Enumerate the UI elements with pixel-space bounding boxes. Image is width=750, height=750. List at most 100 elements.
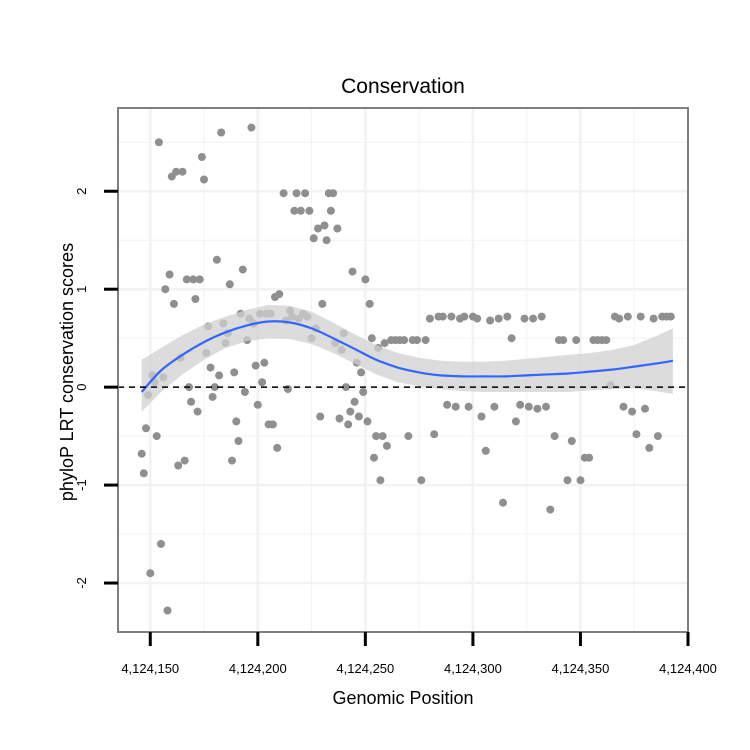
confidence-band [141, 304, 673, 412]
data-point [210, 383, 219, 392]
data-point [516, 400, 525, 409]
data-point [191, 295, 200, 303]
data-point [537, 312, 546, 321]
chart-title: Conservation [341, 75, 465, 98]
data-point [283, 385, 292, 394]
data-point [430, 430, 439, 439]
y-tick-label: -2 [74, 577, 89, 589]
data-point [247, 123, 256, 132]
data-point [563, 476, 572, 485]
data-point [240, 388, 249, 396]
data-point [628, 407, 637, 416]
data-point [413, 336, 421, 345]
data-point [490, 402, 499, 411]
y-tick-label: 1 [74, 286, 89, 293]
data-point [438, 312, 447, 321]
data-point [533, 404, 542, 413]
data-point [309, 234, 318, 243]
data-point [632, 430, 641, 439]
data-point [550, 432, 559, 441]
data-point [370, 453, 378, 462]
data-point [520, 314, 529, 323]
data-point [320, 221, 329, 230]
data-point [421, 336, 430, 345]
data-point [152, 432, 161, 441]
data-point [529, 314, 538, 323]
data-point [180, 456, 189, 465]
data-point [208, 392, 217, 401]
data-point [649, 314, 658, 323]
data-point [316, 412, 325, 421]
data-point [542, 402, 550, 411]
data-point [348, 267, 357, 276]
y-tick-label: 0 [74, 383, 89, 390]
data-point [206, 363, 215, 372]
data-point [260, 358, 269, 367]
y-tick-label: -1 [74, 479, 89, 491]
data-point [524, 402, 533, 411]
data-point [567, 437, 576, 445]
data-point [139, 469, 148, 478]
data-point [451, 402, 460, 411]
data-point [354, 412, 363, 421]
data-point [253, 400, 262, 409]
data-point [615, 314, 624, 323]
data-point [279, 189, 288, 198]
x-axis-title: Genomic Position [332, 688, 473, 708]
x-tick-label: 4,124,400 [659, 661, 717, 676]
data-point [344, 420, 353, 429]
data-point [417, 476, 426, 485]
data-point [200, 175, 208, 184]
data-point [503, 312, 512, 321]
data-point [238, 265, 247, 274]
data-point [178, 167, 187, 176]
x-tick-label: 4,124,150 [121, 661, 179, 676]
data-point [154, 138, 163, 147]
data-point [499, 498, 507, 507]
x-tick-label: 4,124,200 [229, 661, 287, 676]
data-point [273, 443, 282, 452]
data-point [228, 456, 236, 465]
data-point [576, 476, 585, 485]
data-point [372, 432, 381, 441]
data-point [367, 334, 376, 343]
data-point [350, 397, 359, 406]
data-point [142, 424, 150, 433]
data-point [357, 368, 366, 377]
data-point [464, 402, 473, 411]
data-point [602, 336, 611, 345]
data-point [292, 189, 301, 198]
data-point [215, 371, 224, 380]
data-point [251, 361, 260, 370]
data-point [187, 397, 196, 406]
data-point [335, 414, 344, 423]
data-point [546, 505, 555, 514]
plot-area: 4,124,150 4,124,200 4,124,250 4,124,300 4,12… [74, 107, 717, 676]
data-point [318, 299, 327, 308]
data-point [645, 443, 654, 452]
data-point [333, 224, 342, 233]
data-point [363, 417, 372, 426]
data-point [346, 407, 355, 416]
data-point [641, 404, 649, 413]
data-point [296, 206, 305, 215]
data-point [217, 128, 226, 137]
data-point [585, 453, 594, 462]
data-point [623, 312, 632, 321]
data-point [314, 224, 322, 233]
x-tick-label: 4,124,350 [552, 661, 610, 676]
data-point [174, 461, 183, 470]
data-point [511, 417, 520, 426]
data-point [380, 339, 389, 348]
data-point [172, 167, 181, 176]
data-point [169, 299, 178, 308]
data-point [182, 275, 191, 284]
data-point [163, 606, 172, 615]
data-point [157, 539, 165, 548]
data-point [559, 336, 568, 345]
data-point [230, 368, 239, 377]
data-point [301, 189, 310, 198]
data-point [473, 314, 482, 323]
data-point [234, 437, 243, 445]
